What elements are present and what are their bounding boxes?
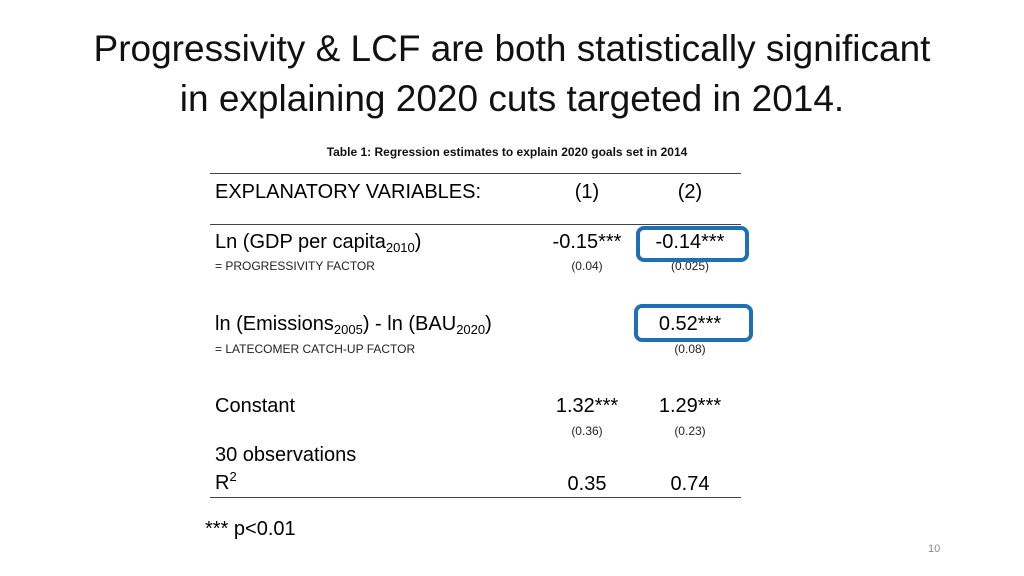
- header-col1: (1): [574, 181, 600, 203]
- gdp-row-note: = PROGRESSIVITY FACTOR: [215, 259, 375, 273]
- constant-col2-coef: 1.29***: [658, 395, 722, 417]
- constant-col2-se: (0.23): [674, 424, 706, 438]
- emissions-label-b: ) - ln (BAU: [362, 313, 457, 335]
- page-number: 10: [928, 543, 941, 555]
- gdp-col1-se: (0.04): [571, 259, 603, 273]
- significance-footnote: *** p<0.01: [205, 518, 296, 540]
- slide-title: Progressivity & LCF are both statistical…: [40, 24, 984, 124]
- gdp-label-text: Ln (GDP per capita: [215, 231, 386, 253]
- emissions-label-a: ln (Emissions: [215, 313, 334, 335]
- table-caption: Table 1: Regression estimates to explain…: [326, 145, 688, 159]
- emissions-label-c: ): [485, 313, 492, 335]
- emissions-label-sub-a: 2005: [333, 322, 363, 337]
- emissions-row-label: ln (Emissions2005) - ln (BAU2020): [215, 312, 492, 336]
- constant-col1-se: (0.36): [571, 424, 603, 438]
- r2-label-text: R: [215, 472, 230, 494]
- table-bottom-rule: [210, 497, 741, 498]
- constant-col1-coef: 1.32***: [555, 395, 619, 417]
- table-top-rule: [210, 173, 741, 174]
- title-line-2: in explaining 2020 cuts targeted in 2014…: [179, 78, 845, 119]
- emissions-row-note: = LATECOMER CATCH-UP FACTOR: [215, 342, 416, 356]
- r2-col2: 0.74: [670, 473, 710, 495]
- r2-col1: 0.35: [567, 473, 607, 495]
- emissions-label-sub-b: 2020: [456, 322, 486, 337]
- header-col2: (2): [677, 181, 703, 203]
- header-rule: [210, 224, 741, 225]
- gdp-col2-se: (0.025): [670, 259, 710, 273]
- gdp-col2-coef: -0.14***: [655, 231, 725, 253]
- emissions-col2-se: (0.08): [674, 342, 706, 356]
- gdp-label-close: ): [414, 231, 422, 253]
- emissions-col2-coef: 0.52***: [658, 313, 722, 335]
- constant-row-label: Constant: [215, 395, 296, 417]
- header-label: EXPLANATORY VARIABLES:: [215, 181, 482, 203]
- gdp-row-label: Ln (GDP per capita2010): [215, 230, 421, 254]
- title-line-1: Progressivity & LCF are both statistical…: [93, 28, 931, 69]
- gdp-label-subscript: 2010: [385, 240, 415, 255]
- r2-label-superscript: 2: [229, 469, 237, 484]
- emissions-col2-highlight-box: [634, 304, 753, 342]
- gdp-col1-coef: -0.15***: [552, 231, 622, 253]
- observations-label: 30 observations: [215, 444, 357, 466]
- gdp-col2-highlight-box: [636, 226, 749, 262]
- r2-label: R2: [215, 469, 237, 495]
